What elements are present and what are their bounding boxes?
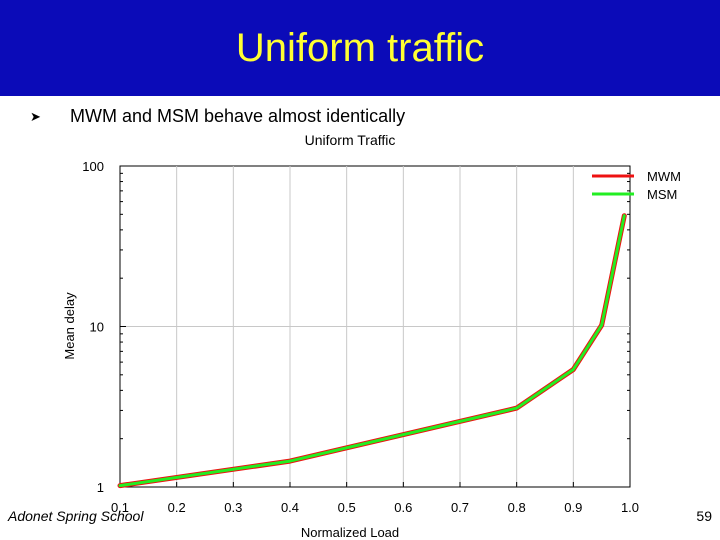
series-line-msm (118, 214, 626, 488)
x-tick-label: 0.8 (508, 500, 526, 515)
series-lines (117, 213, 627, 489)
x-tick-label: 0.6 (394, 500, 412, 515)
y-tick-label: 100 (82, 159, 104, 174)
page-number: 59 (696, 508, 712, 524)
y-tick-label: 10 (90, 320, 104, 335)
x-axis-label: Normalized Load (301, 525, 399, 540)
x-tick-label: 0.4 (281, 500, 299, 515)
x-tick-label: 0.9 (564, 500, 582, 515)
footer-school-name: Adonet Spring School (8, 508, 144, 524)
bullet-point: ➤ MWM and MSM behave almost identically (30, 106, 405, 127)
gridlines (120, 166, 630, 487)
bullet-text: MWM and MSM behave almost identically (70, 106, 406, 126)
x-tick-label: 0.1 (111, 500, 129, 515)
x-tick-label: 1.0 (621, 500, 639, 515)
x-tick-label: 0.5 (338, 500, 356, 515)
legend-label-msm: MSM (647, 187, 677, 202)
legend-label-mwm: MWM (647, 169, 681, 184)
x-tick-label: 0.7 (451, 500, 469, 515)
axis-ticks: 0.1 0.2 0.3 0.4 0.5 0.6 0.7 0.8 0.9 1.0 1 10 100 (82, 159, 639, 515)
chart-title: Uniform Traffic (304, 132, 396, 148)
y-axis-label: Mean delay (62, 292, 77, 360)
slide-title: Uniform traffic (235, 25, 485, 70)
legend: MWM MSM (592, 169, 681, 202)
title-bar: Uniform traffic (0, 0, 720, 96)
x-tick-label: 0.3 (224, 500, 242, 515)
arrowhead-bullet-icon: ➤ (30, 108, 41, 124)
x-tick-label: 0.2 (168, 500, 186, 515)
y-tick-label: 1 (97, 480, 104, 495)
